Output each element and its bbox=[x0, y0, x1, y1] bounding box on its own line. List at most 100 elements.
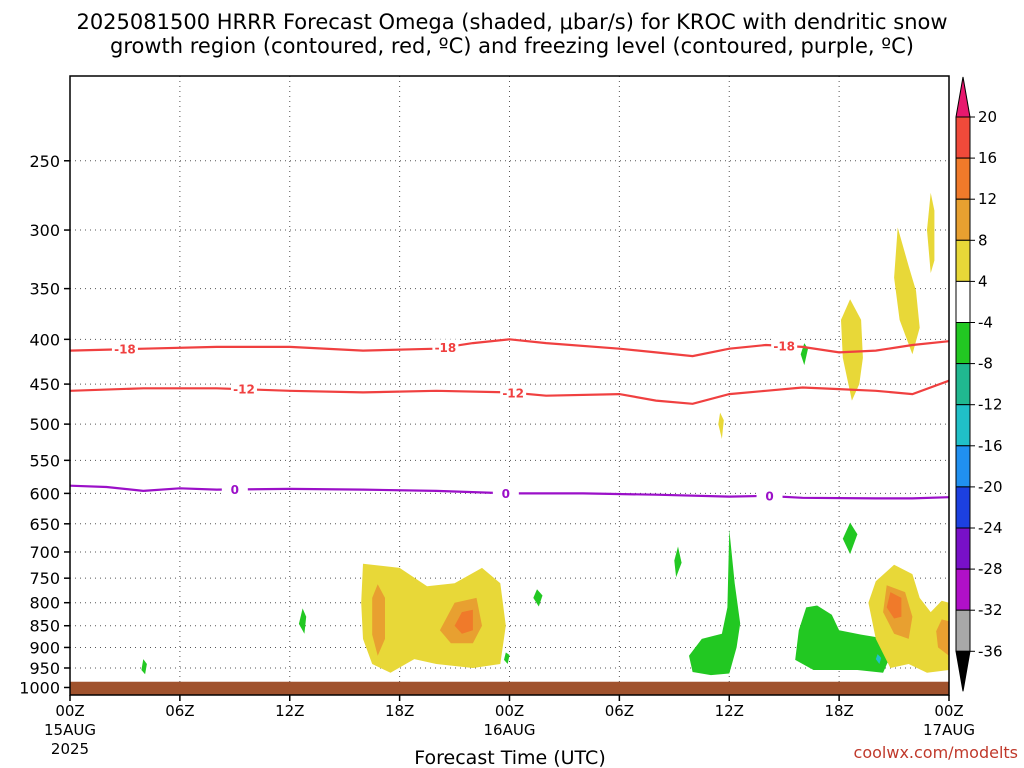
colorbar-swatch bbox=[955, 445, 971, 488]
ground-layer bbox=[70, 681, 949, 695]
colorbar-swatch bbox=[955, 568, 971, 611]
contour-label: -18 bbox=[435, 341, 457, 355]
omega-shaded-cell bbox=[361, 563, 506, 673]
x-tick-label: 12Z bbox=[715, 702, 744, 720]
x-tick-label: 18Z bbox=[824, 702, 853, 720]
contour-label: 0 bbox=[502, 487, 510, 501]
colorbar-swatch bbox=[955, 198, 971, 241]
contour-label: 0 bbox=[231, 483, 239, 497]
x-tick-year: 2025 bbox=[51, 740, 89, 758]
contour-label: -12 bbox=[233, 383, 255, 397]
y-tick-label: 550 bbox=[29, 451, 60, 470]
contour-label-bg bbox=[221, 481, 248, 498]
omega-shaded-cell bbox=[875, 654, 882, 664]
colorbar-label: -16 bbox=[978, 437, 1003, 455]
dgz-contour-line bbox=[69, 338, 950, 358]
omega-shaded-cell bbox=[454, 609, 473, 634]
y-tick-label: 900 bbox=[29, 638, 60, 657]
colorbar-swatch bbox=[955, 280, 971, 323]
contour-label-bg bbox=[230, 381, 257, 398]
dgz-contour-line bbox=[69, 379, 950, 405]
omega-shaded-cell bbox=[298, 608, 307, 634]
omega-shaded-cell bbox=[936, 619, 949, 656]
y-tick-label: 700 bbox=[29, 543, 60, 562]
x-tick-date: 15AUG bbox=[44, 721, 96, 739]
colorbar-label: -28 bbox=[978, 560, 1003, 578]
credit-text: coolwx.com/modelts bbox=[854, 743, 1018, 762]
colorbar-swatch bbox=[955, 363, 971, 406]
x-tick-label: 06Z bbox=[165, 702, 194, 720]
y-axis: 250 300 350 400 450 500 550 600 650 700 750 800 850 9… bbox=[19, 152, 70, 697]
plot-area: -18 -18 -18 -12 -12 0 0 0 bbox=[69, 75, 950, 696]
y-tick-label: 800 bbox=[29, 594, 60, 613]
contour-label-bg bbox=[756, 488, 783, 505]
omega-shaded-cell bbox=[504, 652, 510, 664]
colorbar-swatch bbox=[955, 157, 971, 200]
colorbar-swatch bbox=[955, 322, 971, 365]
colorbar-swatch bbox=[955, 116, 971, 159]
y-tick-label: 400 bbox=[29, 330, 60, 349]
contour-label: 0 bbox=[765, 490, 773, 504]
y-tick-label: 450 bbox=[29, 375, 60, 394]
colorbar-top-arrow bbox=[955, 76, 971, 118]
x-tick-label: 00Z bbox=[55, 702, 84, 720]
omega-shaded-cell bbox=[674, 546, 682, 578]
y-tick-label: 500 bbox=[29, 415, 60, 434]
y-tick-label: 750 bbox=[29, 569, 60, 588]
contour-label: -18 bbox=[773, 339, 795, 353]
colorbar-swatch bbox=[955, 609, 971, 652]
contour-label-bg bbox=[500, 384, 527, 401]
y-tick-label: 650 bbox=[29, 515, 60, 534]
y-tick-label: 1000 bbox=[19, 678, 60, 697]
omega-shaded-cell bbox=[842, 522, 858, 555]
x-tick-label: 00Z bbox=[495, 702, 524, 720]
colorbar-label: -24 bbox=[978, 519, 1003, 537]
colorbar-label: -36 bbox=[978, 642, 1003, 660]
contour-label-bg bbox=[432, 339, 459, 356]
omega-shaded-cell bbox=[927, 192, 935, 274]
colorbar-swatch bbox=[955, 527, 971, 570]
x-tick-date: 16AUG bbox=[484, 721, 536, 739]
chart-title-line1: 2025081500 HRRR Forecast Omega (shaded, … bbox=[76, 10, 947, 34]
colorbar-swatch bbox=[955, 239, 971, 282]
x-axis-label: Forecast Time (UTC) bbox=[414, 747, 605, 768]
contour-label-bg bbox=[111, 341, 138, 358]
omega-shaded-cell bbox=[718, 412, 724, 439]
y-tick-label: 850 bbox=[29, 617, 60, 636]
x-tick-label: 06Z bbox=[605, 702, 634, 720]
y-tick-label: 250 bbox=[29, 152, 60, 171]
colorbar-bottom-arrow bbox=[955, 650, 971, 692]
colorbar-label: 16 bbox=[978, 149, 997, 167]
x-tick-label: 12Z bbox=[275, 702, 304, 720]
omega-shaded-cell bbox=[533, 589, 543, 607]
colorbar-label: -20 bbox=[978, 478, 1003, 496]
colorbar-label: 4 bbox=[978, 272, 988, 290]
omega-shaded-cell bbox=[841, 299, 863, 401]
contour-label: -18 bbox=[114, 343, 136, 357]
omega-shaded-cell bbox=[886, 592, 902, 619]
x-tick-label: 00Z bbox=[934, 702, 963, 720]
omega-shaded-cell bbox=[894, 227, 920, 355]
contour-label-bg bbox=[771, 337, 798, 354]
y-tick-label: 300 bbox=[29, 221, 60, 240]
colorbar-label: -12 bbox=[978, 396, 1003, 414]
contour-label: -12 bbox=[502, 386, 524, 400]
x-tick-label: 18Z bbox=[385, 702, 414, 720]
omega-shaded-cell bbox=[795, 605, 895, 673]
x-tick-date: 17AUG bbox=[923, 721, 975, 739]
colorbar-label: 8 bbox=[978, 231, 988, 249]
colorbar-label: -32 bbox=[978, 601, 1003, 619]
colorbar-swatch bbox=[955, 404, 971, 447]
colorbar-legend: 20 16 12 8 4 -4 -8 -12 -16 -20 -24 -28 -32 -36 bbox=[955, 76, 1003, 692]
omega-shaded-cell bbox=[141, 659, 147, 675]
omega-shaded-cell bbox=[689, 529, 741, 676]
y-tick-label: 600 bbox=[29, 484, 60, 503]
colorbar-label: 12 bbox=[978, 190, 997, 208]
colorbar-label: -4 bbox=[978, 314, 993, 332]
contour-label-bg bbox=[492, 485, 519, 502]
colorbar-swatch bbox=[955, 486, 971, 529]
omega-shaded-cell bbox=[372, 584, 385, 656]
chart-title-line2: growth region (contoured, red, ºC) and f… bbox=[110, 34, 914, 58]
